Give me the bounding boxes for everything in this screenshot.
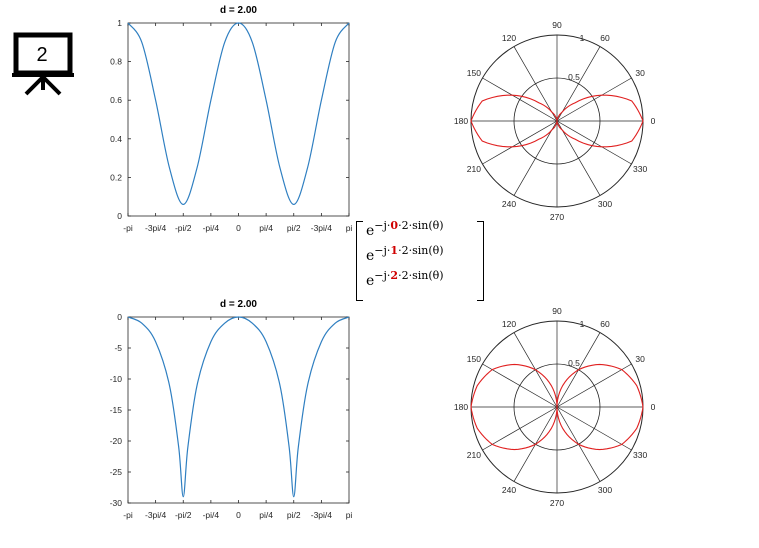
polar-0-spoke xyxy=(556,77,632,122)
plot-1-xtick-label: -3pi/4 xyxy=(311,510,333,520)
plot-1-series-line xyxy=(127,316,350,498)
polar-0-spoke xyxy=(556,120,601,196)
plot-0-xtick-label: -pi/4 xyxy=(203,223,220,233)
polar-1-spoke xyxy=(482,363,558,408)
plot-0-ytick-label: 0.6 xyxy=(110,95,122,105)
polar-0-pattern-curve xyxy=(470,94,644,148)
presentation-board-icon xyxy=(12,32,74,96)
plot-1-xtick-label: 0 xyxy=(236,510,241,520)
plot-1-xtick-label: pi/2 xyxy=(287,510,301,520)
plot-0-xtick-label: pi/2 xyxy=(287,223,301,233)
polar-0-angle-label: 210 xyxy=(467,164,481,174)
polar-1-angle-label: 120 xyxy=(502,319,516,329)
polar-1-angle-label: 300 xyxy=(598,485,612,495)
polar-0-angle-label: 150 xyxy=(467,68,481,78)
polar-0-angle-label: 60 xyxy=(600,33,610,43)
polar-0-angle-label: 90 xyxy=(552,20,562,30)
plot-0-axes-box xyxy=(127,22,350,217)
plot-0-xtick-label: -pi/2 xyxy=(175,223,192,233)
plot-0-title: d = 2.00 xyxy=(220,5,257,16)
plot-0-xtick-label: -pi xyxy=(123,223,133,233)
steering-vector-matrix: e−j·0·2·sin(θ) e−j·1·2·sin(θ) e−j·2·2·si… xyxy=(356,219,484,301)
plot-1-ytick-label: -25 xyxy=(110,467,123,477)
plot-0-xtick-label: pi/4 xyxy=(259,223,273,233)
plot-0-series-line xyxy=(127,22,350,206)
polar-1-angle-label: 180 xyxy=(454,402,468,412)
plot-1-xtick-label: pi/4 xyxy=(259,510,273,520)
plot-1-xtick-label: -pi/2 xyxy=(175,510,192,520)
polar-0-angle-label: 330 xyxy=(633,164,647,174)
plot-1-title: d = 2.00 xyxy=(220,299,257,310)
polar-0-angle-label: 30 xyxy=(635,68,645,78)
plot-1-ytick-label: -20 xyxy=(110,436,123,446)
plot-1-ytick-label: -30 xyxy=(110,498,123,508)
plot-0-xtick-label: -3pi/4 xyxy=(145,223,167,233)
polar-0-spoke xyxy=(482,120,558,165)
plot-0-ytick-label: 0.8 xyxy=(110,57,122,67)
plot-0-xtick-label: 0 xyxy=(236,223,241,233)
polar-1-angle-label: 150 xyxy=(467,354,481,364)
plot-1-ytick-label: -15 xyxy=(110,405,123,415)
matrix-left-bracket xyxy=(356,221,363,301)
polar-0-spoke xyxy=(513,120,558,196)
polar-1-spoke xyxy=(556,363,632,408)
polar-1-spoke xyxy=(482,406,558,451)
polar-0-angle-label: 180 xyxy=(454,116,468,126)
polar-0-rtick-label: 0.5 xyxy=(568,72,580,82)
polar-1-angle-label: 30 xyxy=(635,354,645,364)
plot-0-ytick-label: 0 xyxy=(117,211,122,221)
polar-0-angle-label: 270 xyxy=(550,212,564,222)
polar-0-angle-label: 240 xyxy=(502,199,516,209)
polar-1-angle-label: 90 xyxy=(552,306,562,316)
polar-1-rtick-label: 1 xyxy=(580,319,585,329)
polar-0-angle-label: 0 xyxy=(651,116,656,126)
matrix-row-1: e−j·1·2·sin(θ) xyxy=(366,244,444,264)
plot-1-axes-box xyxy=(127,316,350,504)
polar-0-angle-label: 300 xyxy=(598,199,612,209)
plot-1-xtick-label: pi xyxy=(346,510,353,520)
slide-number: 2 xyxy=(36,44,48,66)
polar-1-angle-label: 330 xyxy=(633,450,647,460)
polar-1-spoke xyxy=(556,406,632,451)
polar-0-angle-label: 120 xyxy=(502,33,516,43)
polar-1-angle-label: 240 xyxy=(502,485,516,495)
polar-0-spoke xyxy=(513,46,558,122)
polar-0-spoke xyxy=(482,77,558,122)
polar-1-angle-label: 270 xyxy=(550,498,564,508)
plot-0-xtick-label: pi xyxy=(346,223,353,233)
plot-0-ytick-label: 1 xyxy=(117,18,122,28)
polar-1-angle-label: 210 xyxy=(467,450,481,460)
polar-1-pattern-curve xyxy=(470,363,644,451)
matrix-right-bracket xyxy=(477,221,484,301)
matrix-row-0: e−j·0·2·sin(θ) xyxy=(366,219,444,239)
plot-0-ytick-label: 0.4 xyxy=(110,134,122,144)
plot-0-xtick-label: -3pi/4 xyxy=(311,223,333,233)
plot-1-xtick-label: -pi xyxy=(123,510,133,520)
plot-1-ytick-label: -10 xyxy=(110,374,123,384)
polar-1-angle-label: 0 xyxy=(651,402,656,412)
polar-0-spoke xyxy=(556,46,601,122)
plot-0-ytick-label: 0.2 xyxy=(110,172,122,182)
plot-1-xtick-label: -3pi/4 xyxy=(145,510,167,520)
polar-0-spoke xyxy=(556,120,632,165)
matrix-row-2: e−j·2·2·sin(θ) xyxy=(366,269,444,289)
plot-1-xtick-label: -pi/4 xyxy=(203,510,220,520)
polar-1-rtick-label: 0.5 xyxy=(568,358,580,368)
plot-1-ytick-label: 0 xyxy=(117,312,122,322)
polar-1-angle-label: 60 xyxy=(600,319,610,329)
polar-0-rtick-label: 1 xyxy=(580,33,585,43)
plot-1-ytick-label: -5 xyxy=(114,343,122,353)
